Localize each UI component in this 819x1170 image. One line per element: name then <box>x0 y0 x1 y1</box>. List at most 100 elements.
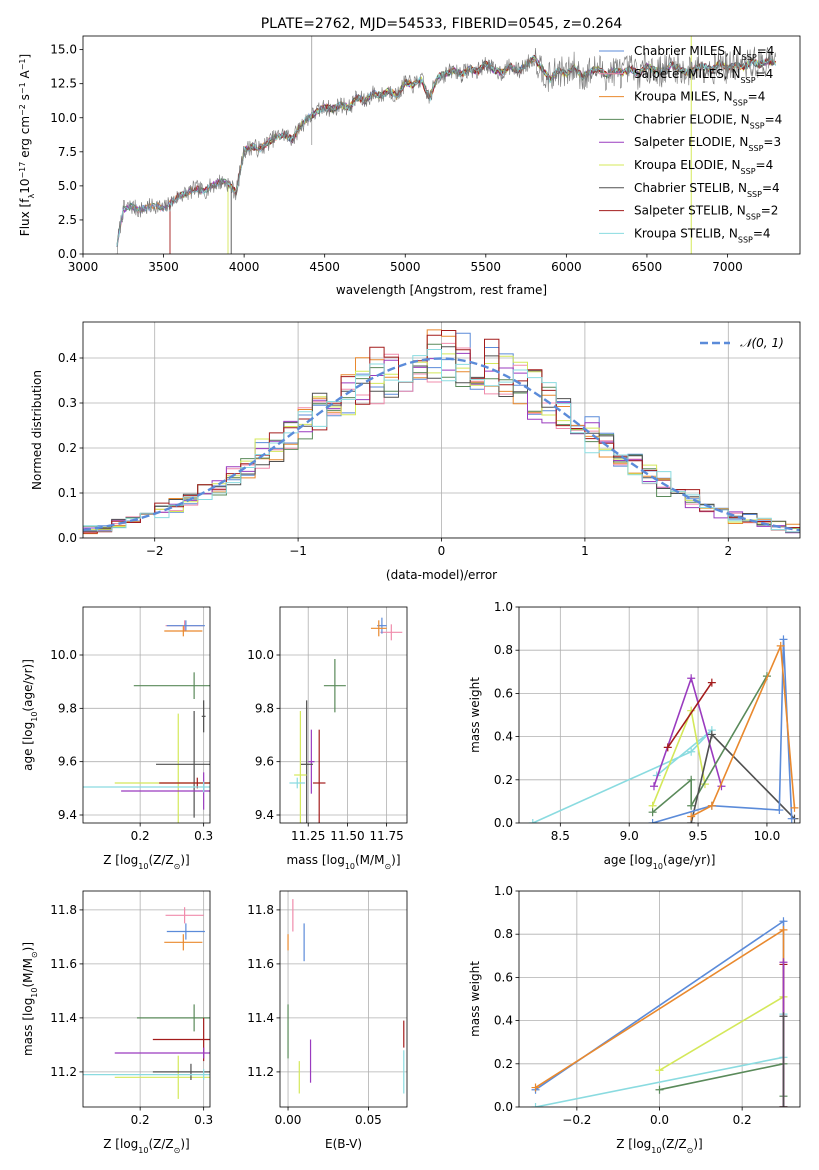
axes: 8.5 9.0 9.5 10.0 0.0 0.2 0.4 0.6 0.8 1.0 <box>494 600 801 843</box>
y-axis-label: mass weight <box>468 961 482 1037</box>
label-part: =4 <box>748 90 766 104</box>
panel-residuals: −2 −1 0 1 2 0.0 0.1 0.2 0.3 0.4 (data-model)/error… <box>30 321 801 582</box>
label-part: ⊙ <box>384 862 391 871</box>
panel-weight-vs-Z: −0.2 0.0 0.2 0.0 0.2 0.4 0.6 0.8 1.0 Z [log10(Z/Z… <box>468 884 801 1155</box>
label-part: SSP <box>733 98 748 107</box>
y-tick-label: 0.8 <box>494 643 513 657</box>
legend-entry: Salpeter ELODIE, NSSP=3 <box>634 135 781 153</box>
axes-frame <box>518 606 801 824</box>
x-tick-label: 3000 <box>68 260 99 274</box>
axes: −2 −1 0 1 2 0.0 0.1 0.2 0.3 0.4 <box>58 321 801 558</box>
plot-area <box>115 36 777 254</box>
axes: 3000 3500 4000 4500 5000 5500 6000 6500 7000 0.0 2… <box>50 35 801 274</box>
y-tick-label: 5.0 <box>58 179 77 193</box>
model-spectrum-line <box>116 54 776 247</box>
label-part: Salpeter STELIB, N <box>634 204 746 218</box>
panel-weight-vs-age: 8.5 9.0 9.5 10.0 0.0 0.2 0.4 0.6 0.8 1.0 age [log1… <box>468 600 801 871</box>
label-part: ] <box>18 54 32 59</box>
weight-marker <box>648 808 657 817</box>
x-tick-label: 4000 <box>229 260 260 274</box>
label-part: Chabrier MILES, N <box>634 44 742 58</box>
model-spectrum-line <box>169 55 777 254</box>
label-part: =4 <box>756 158 774 172</box>
y-tick-label: 9.6 <box>255 755 274 769</box>
x-axis-label: Z [log10(Z/Z⊙)] <box>103 1137 189 1155</box>
label-part: 10 <box>30 712 39 722</box>
weight-marker <box>775 806 784 815</box>
x-tick-label: 3500 <box>148 260 179 274</box>
label-part: =3 <box>763 135 781 149</box>
x-axis-label: mass [log10(M/M⊙)] <box>286 853 400 871</box>
label-part: ⊙ <box>174 1146 181 1155</box>
y-tick-label: 9.8 <box>255 701 274 715</box>
label-part: SSP <box>748 144 763 153</box>
y-tick-label: 11.6 <box>50 957 77 971</box>
x-tick-label: 0.05 <box>355 1113 382 1127</box>
gaussian-curve <box>83 357 800 532</box>
label-part: )] <box>693 1137 702 1151</box>
legend-entry: Salpeter STELIB, NSSP=2 <box>634 204 778 222</box>
weight-marker <box>649 782 658 791</box>
plot-area <box>519 607 800 823</box>
x-tick-label: 9.5 <box>689 829 708 843</box>
weight-marker <box>779 925 788 934</box>
legend-entry: Chabrier ELODIE, NSSP=4 <box>634 112 782 129</box>
label-part: A <box>18 69 32 82</box>
y-tick-label: 11.8 <box>247 903 274 917</box>
label-part: )] <box>21 942 35 951</box>
x-tick-label: 0.0 <box>650 1113 669 1127</box>
label-part: 10 <box>30 987 39 997</box>
plot-area <box>519 891 800 1107</box>
x-tick-label: 11.75 <box>369 829 403 843</box>
axes-frame <box>82 890 211 1108</box>
axes-frame <box>279 890 408 1108</box>
y-tick-label: 0.2 <box>494 773 513 787</box>
y-tick-label: 11.2 <box>50 1065 77 1079</box>
y-tick-label: 9.4 <box>58 808 77 822</box>
weight-line <box>659 1062 785 1097</box>
y-axis-label: Flux [fλ10−17 erg cm−2 s−1 A−1] <box>18 54 36 236</box>
x-tick-label: 0.00 <box>275 1113 302 1127</box>
model-spectrum-line <box>116 57 776 247</box>
y-tick-label: 0.2 <box>58 441 77 455</box>
legend-entry: Kroupa STELIB, NSSP=4 <box>634 226 771 244</box>
weight-marker <box>687 801 696 810</box>
weight-marker <box>655 1066 664 1075</box>
weight-line <box>532 729 713 823</box>
legend-entry: Chabrier STELIB, NSSP=4 <box>634 181 780 199</box>
x-tick-label: 11.25 <box>291 829 325 843</box>
label-part: −1 <box>18 58 27 70</box>
model-spectrum-line <box>116 56 776 247</box>
axes-frame <box>82 606 211 824</box>
weight-marker <box>655 1085 664 1094</box>
label-part: Z [log <box>103 1137 138 1151</box>
panel-mass-vs-Z: 0.2 0.311.211.411.611.8Z [log10(Z/Z⊙)]mas… <box>21 890 213 1155</box>
panel-age-vs-Z: 0.2 0.39.49.69.810.0Z [log10(Z/Z⊙)]age [l… <box>21 606 213 871</box>
panel-mass-vs-EBV: 0.00 0.05 11.2 11.4 11.6 11.8 E(B-V) <box>247 890 408 1151</box>
label-part: (Z/Z <box>148 853 173 867</box>
y-tick-label: 11.4 <box>247 1011 274 1025</box>
label-part: Z [log <box>616 1137 651 1151</box>
weight-marker <box>779 635 788 644</box>
label-part: −17 <box>18 162 27 179</box>
axes: 0.2 0.3 11.2 11.4 11.6 11.8 <box>50 890 213 1127</box>
label-part: (M/M <box>21 958 35 987</box>
label-part: Chabrier STELIB, N <box>634 181 747 195</box>
label-part: s <box>18 94 32 104</box>
weight-marker <box>776 641 785 650</box>
label-part: 10 <box>653 862 663 871</box>
weight-marker <box>707 678 716 687</box>
axes: −0.2 0.0 0.2 0.0 0.2 0.4 0.6 0.8 1.0 <box>494 884 801 1127</box>
label-part: (Z/Z <box>148 1137 173 1151</box>
label-part: Kroupa ELODIE, N <box>634 158 741 172</box>
x-axis-label: age [log10(age/yr)] <box>604 853 716 871</box>
label-part: SSP <box>738 235 753 244</box>
x-tick-label: 11.50 <box>330 829 364 843</box>
y-tick-label: 0.2 <box>494 1057 513 1071</box>
y-tick-label: 15.0 <box>50 43 77 57</box>
weight-line <box>667 682 713 748</box>
x-tick-label: 8.5 <box>551 829 570 843</box>
label-part: =4 <box>762 181 780 195</box>
y-tick-label: 0.4 <box>494 730 513 744</box>
y-tick-label: 0.3 <box>58 396 77 410</box>
